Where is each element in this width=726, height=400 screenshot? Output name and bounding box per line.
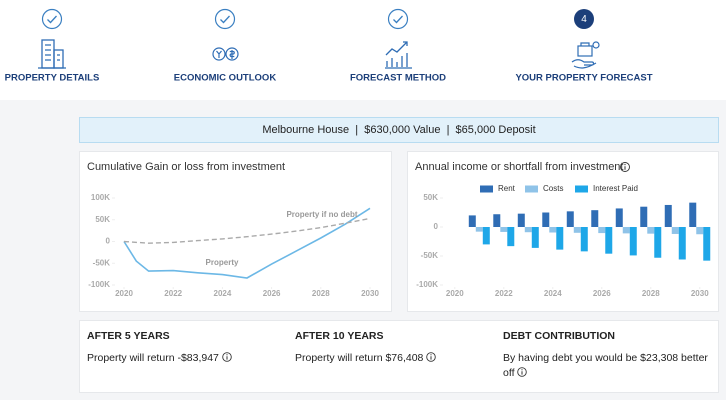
step-current[interactable] <box>574 9 594 29</box>
y-tick-label: -50K <box>421 251 439 260</box>
summary-banner: Melbourne House | $630,000 Value | $65,0… <box>79 117 719 143</box>
x-tick-label: 2022 <box>164 289 182 298</box>
result-text: By having debt you would be $23,308 bett… <box>503 352 708 379</box>
result-heading: DEBT CONTRIBUTION <box>503 330 615 342</box>
bar <box>629 227 637 256</box>
result-heading: AFTER 5 YEARS <box>87 330 170 342</box>
legend-label: Interest Paid <box>593 184 638 193</box>
info-icon[interactable] <box>620 162 630 172</box>
x-tick-label: 2030 <box>691 289 709 298</box>
chart-card <box>79 151 392 312</box>
bar <box>542 212 550 227</box>
forecast-icon <box>385 41 412 69</box>
x-tick-label: 2020 <box>115 289 133 298</box>
result: DEBT CONTRIBUTION By having debt you wou… <box>503 330 713 381</box>
step-label[interactable]: FORECAST METHOD <box>350 73 446 84</box>
chart-title: Cumulative Gain or loss from investment <box>87 161 285 173</box>
legend-label: Costs <box>543 184 563 193</box>
x-tick-label: 2028 <box>312 289 330 298</box>
bar <box>500 227 508 232</box>
bar <box>524 227 532 233</box>
building-icon <box>38 39 66 69</box>
step-check[interactable] <box>41 8 63 30</box>
line <box>123 207 371 279</box>
legend-swatch <box>525 185 538 193</box>
bar <box>664 204 672 227</box>
bar <box>580 227 588 252</box>
step-number: 4 <box>581 14 587 25</box>
bar <box>566 211 574 227</box>
x-tick-label: 2020 <box>446 289 464 298</box>
result-text: Property will return -$83,947 <box>87 352 219 364</box>
info-icon[interactable] <box>222 352 232 362</box>
forecast-hand-icon <box>571 41 600 69</box>
bar <box>556 227 564 250</box>
bar <box>647 227 655 234</box>
bar <box>703 227 711 261</box>
bar <box>622 227 630 234</box>
bar <box>671 227 679 234</box>
currency-icon <box>212 47 239 61</box>
y-tick-label: -50K <box>93 258 111 267</box>
x-tick-label: 2028 <box>642 289 660 298</box>
bar <box>678 227 686 260</box>
info-icon[interactable] <box>517 367 528 377</box>
y-tick-label: 0 <box>434 222 439 231</box>
step-check[interactable] <box>387 8 409 30</box>
info-icon[interactable] <box>426 352 437 362</box>
bar <box>696 227 704 235</box>
y-tick-label: 0 <box>106 237 111 246</box>
bar <box>615 208 623 227</box>
step-label[interactable]: YOUR PROPERTY FORECAST <box>515 73 652 84</box>
bar <box>654 227 662 258</box>
result: AFTER 5 YEARS Property will return -$83,… <box>87 330 287 366</box>
bar <box>482 227 490 245</box>
stepper-bar <box>0 0 726 100</box>
x-tick-label: 2022 <box>495 289 513 298</box>
y-tick-label: -100K <box>416 280 438 289</box>
bar <box>475 227 483 232</box>
legend-swatch <box>480 185 493 193</box>
y-tick-label: 50K <box>423 193 438 202</box>
y-tick-label: -100K <box>88 280 110 289</box>
result-heading: AFTER 10 YEARS <box>295 330 384 342</box>
bar <box>573 227 581 233</box>
bar <box>493 214 501 227</box>
legend-swatch <box>575 185 588 193</box>
x-tick-label: 2024 <box>544 289 562 298</box>
bar <box>468 215 476 227</box>
series-label: Property <box>206 258 239 267</box>
y-tick-label: 50K <box>95 215 110 224</box>
line <box>123 217 371 244</box>
chart-title: Annual income or shortfall from investme… <box>415 161 623 173</box>
series-label: Property if no debt <box>286 210 357 219</box>
y-tick-label: 100K <box>91 193 110 202</box>
overlay: 4 PROPERTY DETAILS ECONOMIC OUTLOOK FORE… <box>5 8 711 298</box>
legend-label: Rent <box>498 184 516 193</box>
result-text: Property will return $76,408 <box>295 352 424 364</box>
bar <box>605 227 613 254</box>
bar <box>549 227 557 233</box>
bar <box>517 213 525 227</box>
bar <box>531 227 539 248</box>
results-card <box>79 320 719 393</box>
step-label[interactable]: PROPERTY DETAILS <box>5 73 100 84</box>
x-tick-label: 2026 <box>593 289 611 298</box>
bar <box>591 210 599 227</box>
result: AFTER 10 YEARS Property will return $76,… <box>295 330 495 366</box>
bar <box>598 227 606 234</box>
x-tick-label: 2024 <box>214 289 232 298</box>
bar <box>507 227 515 247</box>
step-label[interactable]: ECONOMIC OUTLOOK <box>174 73 277 84</box>
x-tick-label: 2030 <box>361 289 379 298</box>
bar <box>640 206 648 227</box>
step-check[interactable] <box>214 8 236 30</box>
x-tick-label: 2026 <box>263 289 281 298</box>
bar <box>689 202 697 227</box>
